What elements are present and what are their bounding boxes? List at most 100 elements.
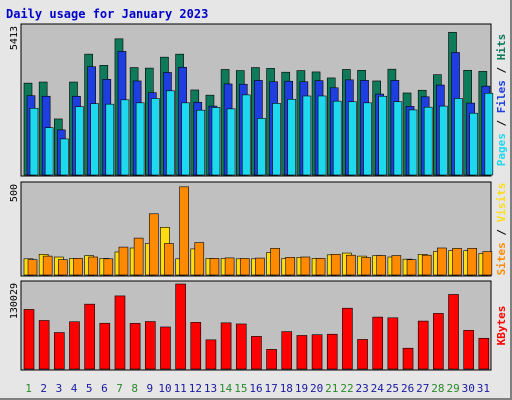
pages-bar-day-2 bbox=[44, 127, 54, 176]
kbytes-bar-day-19 bbox=[296, 335, 308, 370]
kbytes-bar-day-29 bbox=[448, 294, 459, 370]
sites-bar-day-29 bbox=[452, 248, 462, 276]
pages-bar-day-24 bbox=[378, 95, 388, 176]
legend-sites: Sites bbox=[495, 242, 508, 275]
legend-kbytes: KBytes bbox=[495, 306, 508, 346]
sites-bar-day-18 bbox=[285, 257, 296, 276]
day-label-27: 27 bbox=[416, 382, 429, 395]
pages-bar-day-19 bbox=[302, 95, 312, 176]
pages-bar-day-30 bbox=[469, 112, 478, 176]
sites-bar-day-25 bbox=[391, 255, 402, 276]
kbytes-bar-day-24 bbox=[372, 316, 384, 370]
pages-bar-day-16 bbox=[257, 118, 266, 176]
sites-bar-day-27 bbox=[421, 254, 432, 276]
pages-bar-day-1 bbox=[29, 107, 39, 176]
pages-bar-day-12 bbox=[196, 109, 206, 176]
sites-bar-day-19 bbox=[300, 256, 311, 276]
pages-bar-day-9 bbox=[150, 98, 160, 176]
legend-pages: Pages bbox=[495, 133, 508, 166]
sites-bar-day-28 bbox=[437, 247, 447, 276]
sites-bar-day-8 bbox=[133, 237, 144, 276]
day-label-22: 22 bbox=[340, 382, 353, 395]
sites-bar-day-9 bbox=[148, 213, 159, 276]
pages-bar-day-25 bbox=[393, 101, 403, 176]
day-label-30: 30 bbox=[462, 382, 475, 395]
pages-bar-day-10 bbox=[166, 90, 175, 176]
kbytes-bar-day-12 bbox=[190, 322, 202, 370]
pages-bar-day-7 bbox=[120, 99, 130, 176]
kbytes-bar-day-26 bbox=[402, 347, 414, 370]
legend-files: Files bbox=[495, 80, 508, 113]
pages-bar-day-18 bbox=[287, 98, 297, 176]
kbytes-bar-day-7 bbox=[114, 295, 126, 370]
day-label-4: 4 bbox=[71, 382, 78, 395]
day-label-31: 31 bbox=[477, 382, 490, 395]
kbytes-bar-day-10 bbox=[160, 326, 171, 370]
sites-bar-day-24 bbox=[376, 255, 387, 276]
sites-bar-day-5 bbox=[88, 256, 98, 276]
day-label-9: 9 bbox=[147, 382, 154, 395]
pages-bar-day-15 bbox=[241, 94, 251, 176]
sites-bar-day-7 bbox=[118, 246, 129, 276]
day-label-6: 6 bbox=[101, 382, 108, 395]
kbytes-bar-day-14 bbox=[220, 322, 232, 370]
sites-bar-day-6 bbox=[103, 258, 114, 276]
day-label-5: 5 bbox=[86, 382, 93, 395]
legend-hits: Hits bbox=[495, 34, 508, 61]
pages-bar-day-13 bbox=[211, 107, 221, 176]
day-label-14: 14 bbox=[219, 382, 233, 395]
sites-bar-day-2 bbox=[42, 255, 53, 276]
day-label-7: 7 bbox=[116, 382, 123, 395]
kbytes-bar-day-5 bbox=[84, 303, 95, 370]
kbytes-bar-day-31 bbox=[478, 337, 490, 370]
sites-bar-day-3 bbox=[58, 259, 68, 276]
day-label-29: 29 bbox=[446, 382, 459, 395]
sites-bar-day-16 bbox=[255, 257, 265, 276]
kbytes-bar-day-15 bbox=[235, 323, 247, 370]
pages-bar-day-4 bbox=[75, 106, 84, 176]
pages-bar-day-20 bbox=[317, 95, 327, 176]
pages-bar-day-11 bbox=[181, 102, 190, 176]
pages-bar-day-23 bbox=[363, 102, 372, 176]
day-label-17: 17 bbox=[265, 382, 278, 395]
sites-bar-day-20 bbox=[315, 258, 326, 276]
day-label-11: 11 bbox=[174, 382, 187, 395]
pages-bar-day-5 bbox=[90, 103, 99, 176]
day-label-13: 13 bbox=[204, 382, 217, 395]
kbytes-bar-day-23 bbox=[357, 339, 368, 370]
hits-max-label: 5413 bbox=[9, 26, 20, 50]
day-label-28: 28 bbox=[431, 382, 444, 395]
sites-bar-day-21 bbox=[330, 254, 341, 276]
sites-bar-day-1 bbox=[27, 259, 38, 276]
day-label-26: 26 bbox=[401, 382, 414, 395]
kbytes-bar-day-8 bbox=[129, 323, 141, 370]
day-label-3: 3 bbox=[56, 382, 63, 395]
day-label-1: 1 bbox=[25, 382, 32, 395]
pages-bar-day-31 bbox=[484, 92, 494, 176]
day-label-8: 8 bbox=[131, 382, 138, 395]
pages-bar-day-22 bbox=[348, 101, 357, 176]
day-label-15: 15 bbox=[234, 382, 247, 395]
day-label-23: 23 bbox=[356, 382, 369, 395]
kbytes-bar-day-3 bbox=[54, 332, 65, 370]
day-label-18: 18 bbox=[280, 382, 293, 395]
pages-bar-day-6 bbox=[105, 103, 115, 176]
pages-bar-day-14 bbox=[226, 108, 236, 176]
kbytes-max-label: 130029 bbox=[9, 283, 20, 319]
sites-bar-day-26 bbox=[406, 259, 417, 276]
sites-bar-day-23 bbox=[361, 257, 371, 276]
kbytes-bar-day-22 bbox=[342, 307, 353, 370]
legend-hits-files-pages: Pages / Files / Hits bbox=[495, 34, 508, 167]
day-label-12: 12 bbox=[189, 382, 202, 395]
sites-bar-day-12 bbox=[194, 242, 205, 276]
pages-bar-day-3 bbox=[60, 138, 69, 176]
day-label-24: 24 bbox=[371, 382, 385, 395]
sites-bar-day-30 bbox=[467, 248, 477, 276]
legend-kbytes: KBytes bbox=[495, 306, 508, 346]
sites-bar-day-11 bbox=[179, 186, 189, 276]
sites-bar-day-14 bbox=[224, 257, 235, 276]
pages-bar-day-29 bbox=[454, 98, 463, 176]
pages-bar-day-26 bbox=[408, 109, 418, 176]
sites-bar-day-13 bbox=[209, 258, 220, 276]
